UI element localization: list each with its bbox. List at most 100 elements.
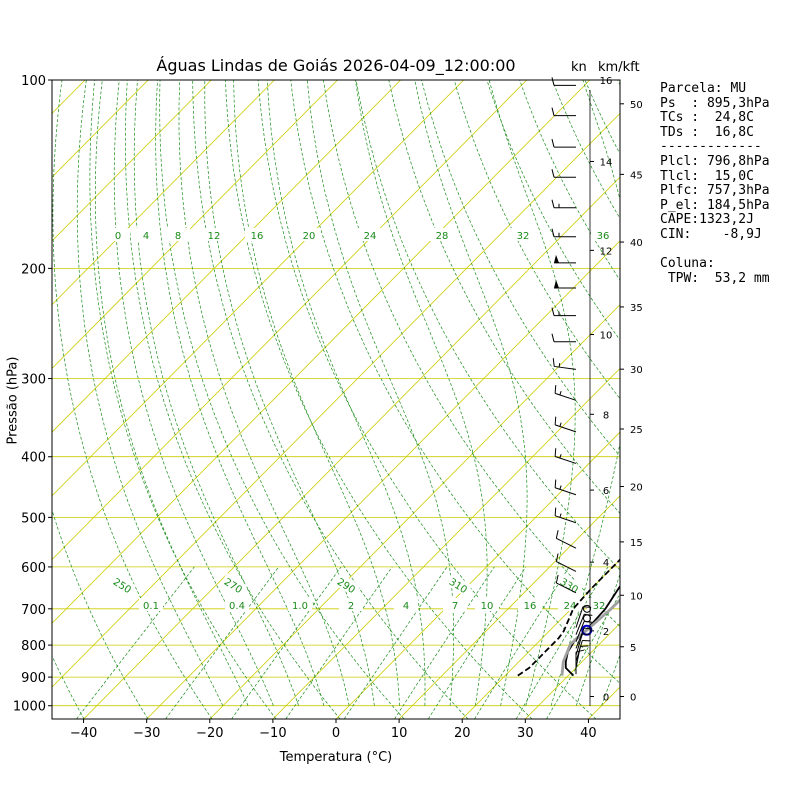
moist-adiabat-label: 0 (115, 231, 121, 242)
mixing-ratio-line (474, 566, 570, 719)
wind-barb (554, 385, 577, 401)
km-tick-label: 4 (603, 558, 609, 569)
wind-barb (551, 228, 576, 238)
parcel-info-panel: Parcela: MU Ps : 895,3hPa TCs : 24,8C TDs :… (660, 81, 770, 286)
wind-barb (555, 530, 577, 549)
height-unit-label: km/kft (598, 60, 640, 75)
km-tick-label: 8 (603, 410, 609, 421)
wind-barb (583, 604, 591, 613)
plot-area: 0 4 8 12 16 20 24 28 32 360.1 0.4 1.0 2 4 7 10 16 24 32250… (52, 80, 620, 719)
barb-staff (554, 487, 577, 496)
dry-adiabat-line (453, 80, 620, 400)
label-background (134, 228, 158, 241)
info-line: Plcl: 796,8hPa (660, 153, 770, 169)
kft-tick-label: 30 (630, 365, 643, 376)
label-background (297, 228, 321, 241)
label-background (220, 572, 248, 597)
isotherm-line (52, 80, 528, 561)
wind-barb (554, 507, 577, 524)
barb-flag (555, 574, 559, 584)
barb-staff (554, 365, 577, 370)
parcel-profile-line (560, 598, 620, 676)
moist-adiabat-label: 24 (364, 231, 377, 242)
x-tick-label: 40 (580, 726, 597, 741)
mixing-ratio-label: 24 (564, 601, 577, 612)
isotherm-line (335, 431, 620, 719)
info-line: CAPE:1323,2J (660, 212, 754, 228)
moist-adiabat-label: 12 (208, 231, 221, 242)
y-axis-label: Pressão (hPa) (5, 356, 21, 445)
moist-adiabat-line (575, 572, 620, 706)
barb-flag (551, 77, 555, 86)
isotherm-line (146, 240, 620, 719)
wind-barb (552, 358, 577, 370)
barb-flag (555, 553, 559, 562)
barb-half-flag (559, 513, 562, 518)
barb-staff (575, 621, 585, 642)
barb-flag (551, 333, 555, 342)
isotherm-line (461, 559, 620, 719)
label-background (109, 572, 137, 597)
isotherm-line (52, 80, 338, 369)
barb-staff (554, 515, 577, 524)
isotherm-line (52, 112, 620, 688)
wind-barb (554, 448, 577, 464)
wind-barb (551, 333, 576, 343)
x-axis-label: Temperatura (°C) (279, 750, 393, 765)
kft-tick-label: 20 (630, 483, 643, 494)
wind-barb (551, 169, 576, 178)
x-tick-label: −30 (133, 726, 160, 741)
dry-adiabat-line (290, 80, 620, 684)
mixing-ratio-line (285, 566, 393, 719)
dry-adiabat-line (89, 80, 277, 719)
info-line: TDs : 16,8C (660, 124, 754, 140)
mixing-ratio-line (76, 566, 195, 719)
wind-barb (551, 138, 576, 148)
barb-flag (551, 199, 555, 208)
label-background (475, 598, 499, 611)
barb-flag (551, 169, 555, 178)
dry-adiabat-line (52, 80, 213, 719)
label-background (518, 598, 542, 611)
label-background (106, 228, 130, 241)
label-background (394, 598, 418, 611)
y-tick-label: 700 (21, 603, 46, 618)
label-background (245, 228, 269, 241)
barb-pennant (554, 254, 559, 263)
isotherm-line (52, 80, 212, 242)
barb-staff (575, 633, 583, 656)
mixing-ratio-label: 4 (403, 601, 409, 612)
km-tick-label: 12 (600, 246, 613, 257)
label-background (166, 228, 190, 241)
kft-tick-label: 0 (630, 693, 636, 704)
info-line: Tlcl: 15,0C (660, 168, 754, 184)
barb-half-flag (559, 454, 562, 459)
dry-adiabat-line (225, 80, 533, 719)
barb-flag (554, 416, 557, 425)
barb-staff (575, 606, 584, 628)
moist-adiabat-label: 28 (436, 231, 449, 242)
barb-flag (552, 358, 555, 367)
info-line: P_el: 184,5hPa (660, 197, 770, 213)
label-background (139, 598, 163, 611)
wind-barb (554, 479, 577, 496)
info-line: TPW: 53,2 mm (660, 270, 770, 286)
x-tick-label: −10 (259, 726, 286, 741)
label-background (339, 598, 363, 611)
barb-staff (575, 614, 585, 635)
barb-staff (556, 582, 577, 594)
label-background (587, 598, 611, 611)
x-tick-label: −20 (196, 726, 223, 741)
info-line: ------------- (660, 139, 762, 155)
wind-barb (554, 254, 576, 264)
isotherm-line (52, 80, 275, 306)
moist-adiabat-label: 16 (251, 231, 264, 242)
label-background (225, 598, 249, 611)
mixing-ratio-label: 32 (593, 601, 606, 612)
label-background (202, 228, 226, 241)
isotherm-line (52, 80, 464, 497)
y-tick-label: 200 (21, 262, 46, 277)
km-tick-label: 10 (600, 331, 613, 342)
barb-flag (554, 479, 557, 488)
